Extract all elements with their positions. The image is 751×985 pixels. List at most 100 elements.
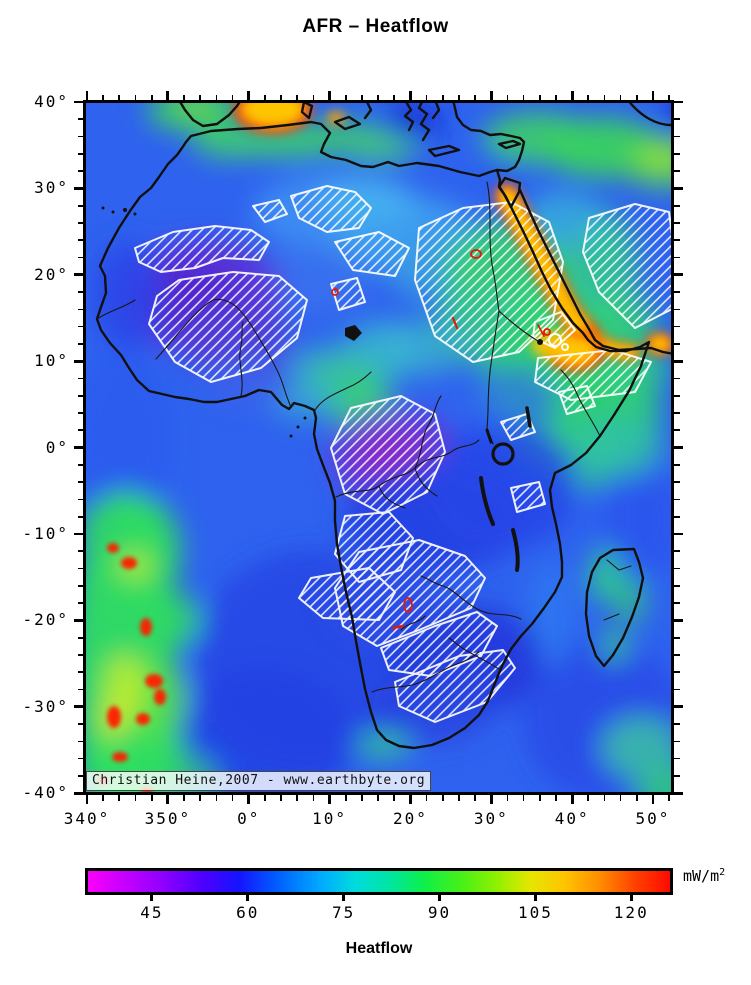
africa-heatflow-map — [83, 100, 674, 795]
axis-tick — [74, 100, 83, 104]
axis-tick — [77, 550, 83, 553]
axis-tick — [77, 308, 83, 311]
axis-tick — [77, 584, 83, 587]
axis-tick — [674, 325, 680, 328]
axis-tick — [674, 671, 680, 674]
axis-tick — [651, 795, 655, 804]
axis-tick — [280, 795, 282, 801]
axis-tick — [77, 325, 83, 328]
rivers — [96, 181, 632, 693]
axis-tick — [134, 795, 137, 801]
axis-tick — [674, 550, 680, 553]
y-axis-tick-label: 0° — [45, 437, 69, 457]
craton-hatch-overlay — [134, 185, 674, 723]
volcanic-field-outlines — [331, 249, 551, 630]
y-axis-tick-label: 20° — [34, 264, 69, 284]
axis-tick — [555, 795, 557, 801]
axis-tick — [425, 795, 428, 801]
x-axis-tick-label: 50° — [635, 809, 671, 828]
y-axis-tick-label: -30° — [22, 696, 69, 716]
axis-tick — [674, 567, 680, 570]
axis-tick — [674, 498, 680, 501]
y-axis-tick-label: -10° — [22, 524, 69, 543]
axis-tick — [674, 187, 683, 190]
axis-tick — [603, 94, 606, 100]
axis-tick — [674, 532, 683, 536]
watermark: Christian Heine,2007 - www.earthbyte.org — [86, 771, 432, 791]
axis-tick — [674, 239, 680, 242]
x-axis-tick-label: 10° — [312, 809, 348, 828]
coastlines — [95, 100, 674, 750]
colorbar-gradient — [88, 871, 670, 892]
axis-tick — [361, 94, 363, 100]
axis-tick — [570, 91, 574, 100]
axis-tick — [674, 118, 680, 121]
axis-tick — [77, 394, 83, 397]
axis-tick — [77, 464, 83, 466]
axis-tick — [247, 91, 251, 100]
axis-tick — [199, 94, 202, 100]
axis-tick — [199, 795, 202, 801]
axis-tick — [635, 94, 638, 100]
axis-tick — [77, 204, 83, 207]
y-axis-tick-label: -40° — [22, 783, 69, 803]
axis-tick — [166, 91, 170, 100]
axis-tick — [674, 481, 680, 483]
axis-tick — [74, 446, 83, 449]
axis-tick — [674, 705, 683, 709]
axis-tick — [506, 795, 509, 801]
axis-tick — [77, 412, 83, 414]
axis-tick — [668, 795, 670, 801]
axis-tick — [674, 170, 680, 172]
axis-tick — [674, 654, 680, 656]
x-axis-tick-label: 30° — [473, 809, 509, 828]
axis-tick — [458, 94, 460, 100]
geology-rings — [548, 333, 569, 351]
axis-tick — [74, 791, 83, 795]
axis-tick — [328, 91, 331, 100]
axis-tick — [77, 723, 83, 725]
axis-tick — [674, 515, 680, 518]
colorbar-tick — [533, 892, 537, 901]
axis-tick — [77, 152, 83, 155]
axis-tick — [264, 94, 266, 100]
axis-tick — [674, 775, 680, 777]
axis-tick — [674, 222, 680, 224]
axis-tick — [674, 291, 680, 293]
ridge-hotspots — [98, 543, 166, 795]
axis-tick — [674, 273, 683, 277]
axis-tick — [77, 757, 83, 760]
axis-tick — [361, 795, 363, 801]
axis-tick — [231, 795, 234, 801]
axis-tick — [102, 94, 104, 100]
axis-tick — [77, 688, 83, 691]
axis-tick — [183, 94, 185, 100]
axis-tick — [619, 795, 622, 801]
axis-tick — [183, 795, 185, 801]
axis-tick — [77, 671, 83, 674]
axis-tick — [674, 256, 680, 259]
axis-tick — [522, 795, 525, 801]
axis-tick — [458, 795, 460, 801]
axis-tick — [312, 94, 315, 100]
axis-tick — [674, 723, 680, 725]
axis-tick — [166, 795, 170, 804]
colorbar-tick — [629, 892, 633, 901]
axis-tick — [296, 94, 299, 100]
axis-tick — [635, 795, 638, 801]
x-axis-tick-label: 20° — [392, 809, 428, 828]
axis-tick — [570, 795, 574, 804]
axis-tick — [674, 394, 680, 397]
axis-tick — [674, 429, 680, 432]
axis-tick — [344, 795, 347, 801]
axis-tick — [74, 273, 83, 277]
axis-tick — [377, 94, 379, 100]
colorbar-tick-label: 45 — [140, 903, 164, 922]
colorbar-tick-label: 105 — [517, 903, 553, 922]
axis-tick — [77, 135, 83, 138]
colorbar-axis-label: Heatflow — [345, 940, 413, 957]
axis-tick — [85, 91, 89, 100]
axis-tick — [118, 795, 121, 801]
axis-tick — [674, 377, 680, 380]
